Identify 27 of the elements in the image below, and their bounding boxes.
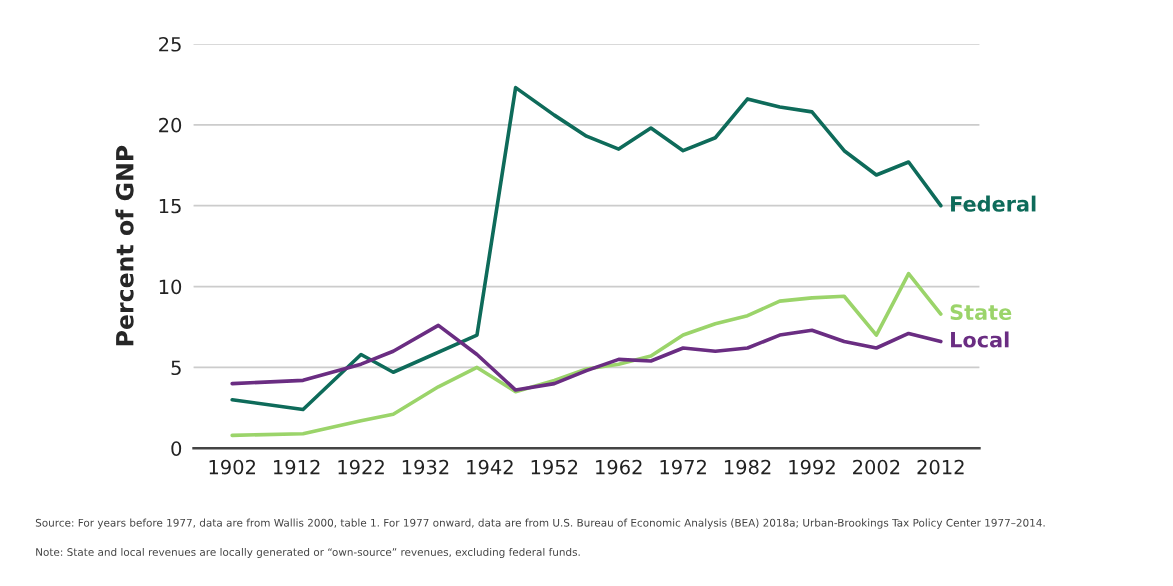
series-label: Local: [951, 331, 1009, 348]
y-tick-label: 0: [171, 441, 182, 456]
y-tick-label: 20: [159, 117, 182, 133]
y-tick-label: 25: [159, 36, 181, 52]
line-series: [230, 271, 943, 438]
series-label: State: [950, 304, 1012, 321]
x-tick-label: 1992: [789, 459, 835, 475]
y-tick-label: 5: [171, 360, 181, 376]
line-series: [230, 323, 943, 392]
y-tick-label: 15: [159, 198, 181, 214]
source-note: Source: For years before 1977, data are from Wallis 2000, table 1. For 1977 onward, data are from U.S. Bureau of Economic Analysis (BEA) 2018a; Urban-Brookings Tax Policy Center 1977–2014.: [35, 518, 1045, 529]
x-tick-label: 1962: [596, 459, 642, 475]
x-tick-label: 1912: [274, 459, 320, 475]
line-series: [230, 85, 943, 412]
text: Note: State and local revenues are locally generated or “own-source” revenues, excluding federal funds.: [36, 547, 580, 558]
x-tick-label: 1972: [660, 459, 706, 475]
x-tick-label: 2012: [917, 459, 964, 475]
x-tick-label: 2002: [853, 459, 900, 475]
x-tick-label: 1982: [724, 459, 771, 475]
series-label: Federal: [951, 195, 1036, 212]
y-axis-title: Percent of GNP: [115, 145, 134, 346]
x-tick-label: 1902: [209, 459, 255, 475]
x-tick-label: 1942: [467, 459, 513, 475]
x-tick-label: 1932: [402, 459, 449, 475]
x-tick-label: 1922: [338, 459, 384, 475]
y-tick-label: 10: [159, 279, 182, 295]
x-tick-label: 1952: [531, 459, 578, 475]
